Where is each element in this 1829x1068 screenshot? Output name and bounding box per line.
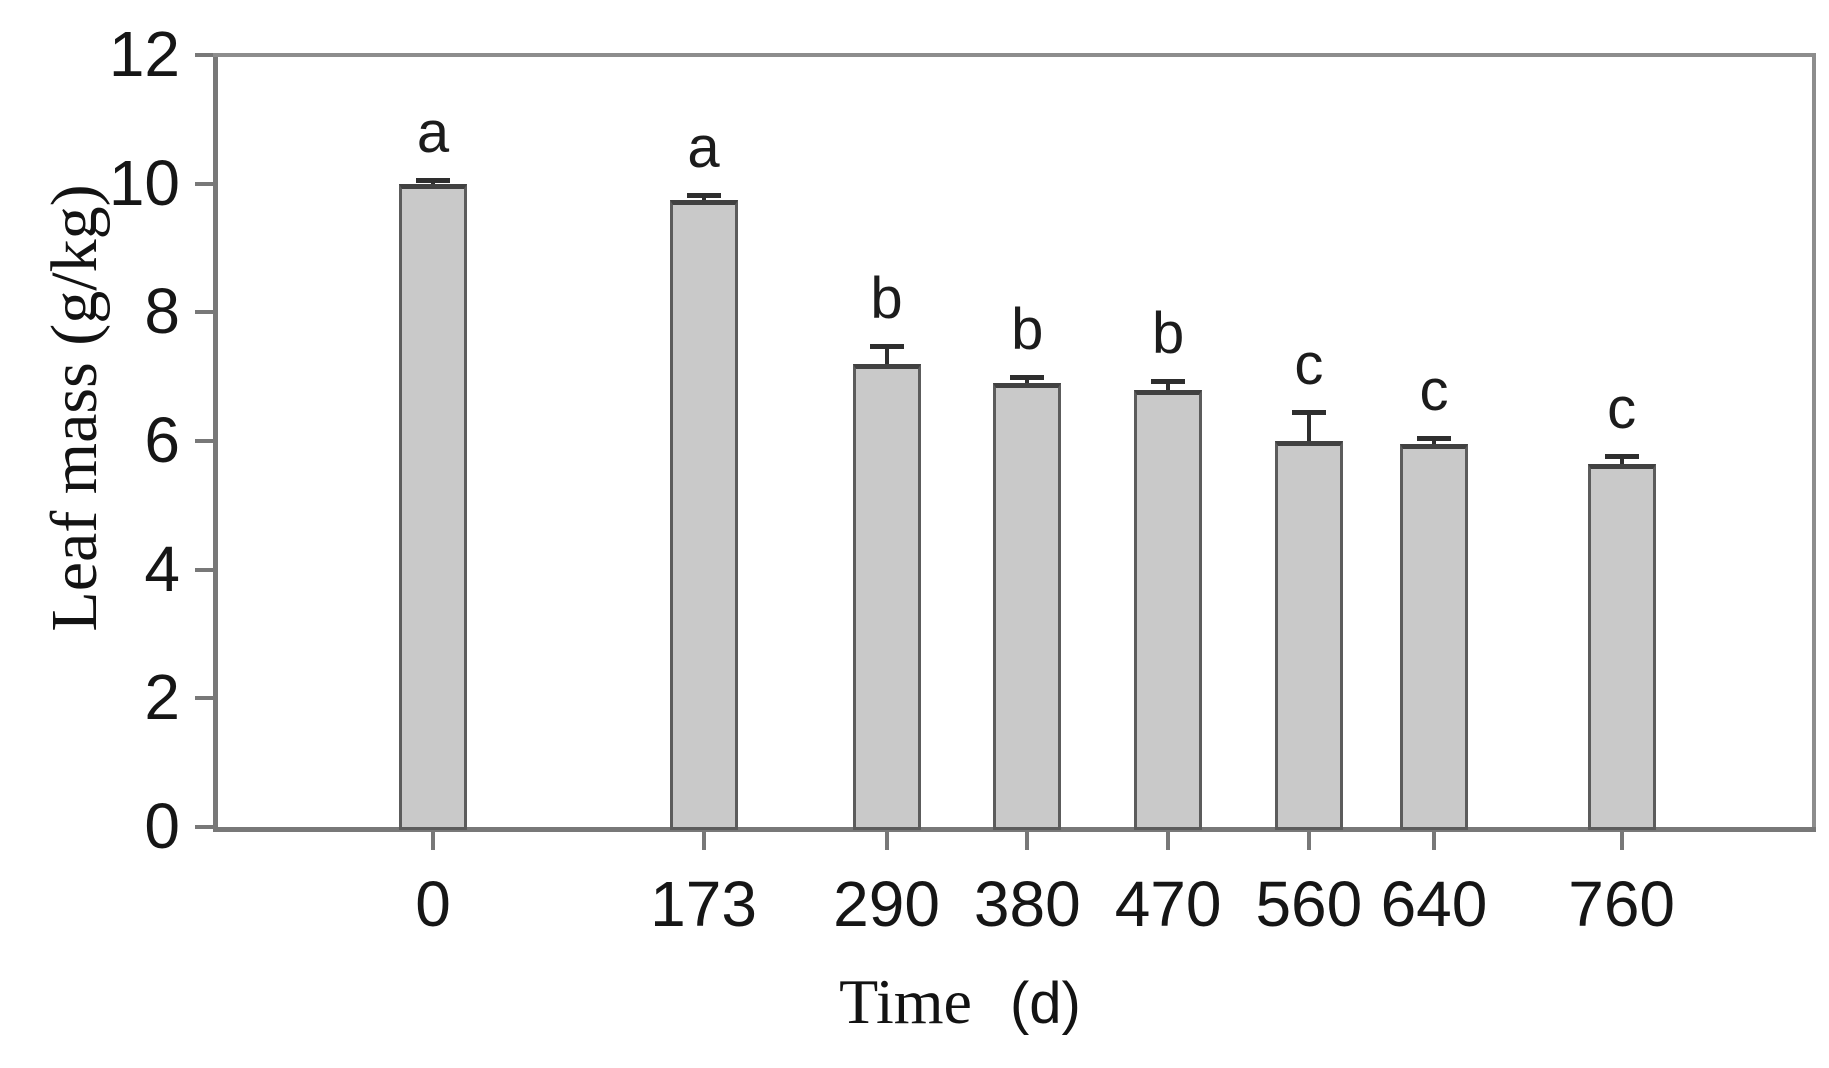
y-axis-line [213,53,218,832]
y-tick-label: 0 [144,790,180,862]
y-tick [195,53,213,57]
x-tick-label: 640 [1380,868,1488,940]
sig-letter: a [687,114,720,180]
bar [852,363,921,830]
sig-letter: a [416,100,450,166]
x-tick [1306,832,1311,850]
x-axis-title-word: Time [839,966,972,1037]
sig-letter: c [1607,375,1637,441]
error-bar-stem [1166,381,1171,396]
y-tick-label: 2 [144,661,180,734]
x-tick [1619,832,1624,850]
x-tick-label: 173 [650,868,757,940]
sig-letter: c [1294,332,1324,398]
y-tick-label: 6 [144,404,180,476]
sig-letter: c [1419,357,1449,423]
error-bar-cap [416,178,450,184]
bar [1274,441,1343,830]
y-tick-label: 10 [108,146,180,219]
y-tick [195,696,213,701]
error-bar-cap [1604,453,1639,459]
x-tick-label: 560 [1255,868,1363,940]
error-bar-cap [869,344,904,350]
x-tick [431,832,435,850]
bar [993,383,1062,830]
y-tick [195,825,213,829]
x-axis-title-unit: (d) [1009,971,1081,1036]
x-tick [1025,832,1030,850]
x-tick [1166,832,1171,850]
y-tick-label: 8 [144,275,180,348]
sig-letter: b [1011,296,1044,362]
error-bar-cap [1010,374,1045,380]
y-tick [195,567,213,572]
error-bar-cap [686,192,721,198]
error-bar-stem [1306,412,1311,447]
error-bar-cap [1291,410,1326,416]
plot-right-border [1812,53,1816,827]
bar [1399,444,1468,830]
y-axis-title: Leaf mass (g/kg) [38,148,111,668]
error-bar-stem [1025,376,1030,390]
y-axis-title-text: Leaf mass (g/kg) [38,184,111,632]
plot-top-border [213,53,1816,57]
x-tick-label: 470 [1114,868,1222,940]
y-tick-label: 4 [144,532,180,605]
error-bar-stem [1431,437,1436,451]
x-tick [1431,832,1436,850]
error-bar-cap [1151,379,1186,385]
bar [1587,463,1656,830]
bar [1134,389,1203,830]
x-tick-label: 760 [1568,868,1676,940]
x-axis-title: Time (d) [700,966,1220,1037]
y-tick [195,439,213,443]
x-tick-label: 0 [415,868,451,940]
y-tick [195,310,213,315]
bar [399,183,467,830]
x-tick-label: 380 [973,868,1081,940]
error-bar-stem [1619,455,1624,470]
x-tick-label: 290 [833,868,940,940]
error-bar-cap [1416,435,1451,441]
sig-letter: b [1151,301,1185,367]
error-bar-stem [884,346,889,370]
x-tick [884,832,889,850]
sig-letter: b [870,266,903,332]
y-tick-label: 12 [108,18,180,90]
y-tick [195,181,213,186]
x-tick [701,832,706,850]
bar [669,199,738,830]
